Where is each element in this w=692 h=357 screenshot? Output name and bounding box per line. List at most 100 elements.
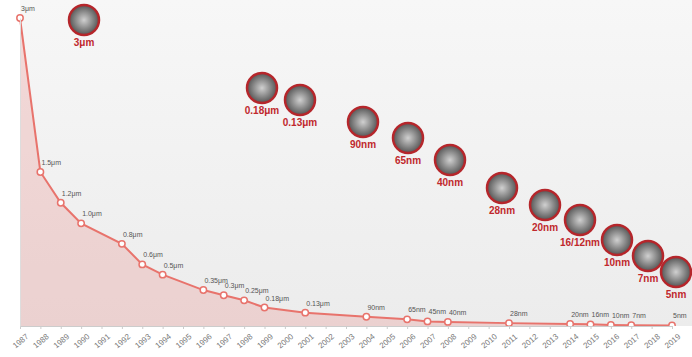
- x-tick: 2011: [500, 326, 519, 350]
- x-tick-label: 2008: [439, 332, 459, 351]
- x-tick-mark: [142, 326, 143, 329]
- data-point: [587, 321, 593, 326]
- annotation-picture: [633, 241, 663, 271]
- annotation: 7nm: [633, 241, 663, 284]
- x-tick-mark: [40, 326, 41, 329]
- x-tick-mark: [529, 326, 530, 329]
- annotation: 10nm: [602, 225, 632, 268]
- annotation: 0.13μm: [283, 85, 318, 128]
- x-tick: 2018: [643, 326, 663, 350]
- x-tick: 1987: [11, 326, 31, 350]
- annotation-picture: [348, 107, 378, 137]
- data-label: 40nm: [449, 309, 467, 316]
- x-tick: 2000: [276, 326, 296, 350]
- x-tick-label: 2006: [398, 332, 418, 351]
- x-tick-label: 2009: [459, 332, 479, 351]
- x-tick-label: 2001: [296, 332, 316, 351]
- data-label: 65nm: [408, 306, 426, 313]
- x-tick-mark: [509, 326, 510, 329]
- x-tick-label: 2002: [317, 332, 337, 351]
- annotation: 65nm: [393, 123, 423, 166]
- x-tick: 2006: [398, 326, 418, 350]
- annotation-picture: [285, 85, 315, 115]
- line: [20, 18, 672, 325]
- data-point: [159, 271, 165, 277]
- data-point: [363, 314, 369, 320]
- x-tick-label: 1988: [31, 332, 51, 351]
- data-point: [139, 261, 145, 267]
- data-label: 16nm: [592, 311, 610, 318]
- x-tick: 2015: [581, 326, 601, 350]
- line-area: [20, 18, 672, 326]
- x-tick-mark: [183, 326, 184, 329]
- x-tick: 2009: [459, 326, 479, 350]
- x-tick-label: 2003: [337, 332, 357, 351]
- data-label: 1.0μm: [82, 210, 102, 218]
- data-label: 7nm: [632, 312, 646, 319]
- data-point: [200, 287, 206, 293]
- annotation: 20nm: [530, 190, 560, 233]
- x-tick-label: 2000: [276, 332, 296, 351]
- x-tick-mark: [611, 326, 612, 329]
- x-tick: 2003: [337, 326, 357, 350]
- x-tick-label: 2011: [500, 332, 519, 350]
- x-tick-mark: [102, 326, 103, 329]
- x-tick: 2007: [418, 326, 438, 350]
- annotation-picture: [487, 173, 517, 203]
- data-point: [567, 321, 573, 326]
- annotation-label: 16/12nm: [560, 237, 600, 248]
- x-tick: 2010: [480, 326, 500, 350]
- x-tick: 2002: [317, 326, 337, 350]
- data-point: [445, 319, 451, 325]
- data-label: 1.5μm: [41, 159, 61, 167]
- data-label: 0.13μm: [306, 300, 330, 308]
- x-tick-label: 1999: [255, 332, 275, 351]
- x-tick-label: 1989: [52, 332, 72, 351]
- x-tick: 2001: [296, 326, 316, 350]
- data-label: 0.18μm: [266, 295, 290, 303]
- annotation-label: 65nm: [395, 155, 421, 166]
- annotation-label: 10nm: [604, 257, 630, 268]
- x-tick-mark: [366, 326, 367, 329]
- data-point: [608, 322, 614, 326]
- annotation-picture: [69, 5, 99, 35]
- annotation-label: 7nm: [638, 273, 659, 284]
- x-tick: 1992: [113, 326, 133, 350]
- annotation-picture: [602, 225, 632, 255]
- x-tick-label: 2004: [357, 332, 377, 351]
- x-tick-mark: [305, 326, 306, 329]
- x-tick-mark: [489, 326, 490, 329]
- x-axis: 1987198819891990199119921993199419951996…: [11, 326, 683, 350]
- x-tick-label: 1990: [72, 332, 92, 351]
- x-tick-label: 2010: [480, 332, 500, 351]
- x-tick-mark: [163, 326, 164, 329]
- annotation-label: 20nm: [532, 222, 558, 233]
- x-tick-mark: [591, 326, 592, 329]
- annotation-picture: [247, 73, 277, 103]
- data-point: [37, 169, 43, 175]
- x-tick-label: 1991: [92, 332, 112, 351]
- annotation-label: 28nm: [489, 205, 515, 216]
- x-tick: 2008: [439, 326, 459, 350]
- annotation-picture: [393, 123, 423, 153]
- x-tick: 1988: [31, 326, 51, 350]
- annotation-label: 3μm: [74, 37, 95, 48]
- data-label: 45nm: [429, 308, 447, 315]
- x-tick: 2012: [520, 326, 540, 350]
- x-tick-label: 1987: [11, 332, 31, 351]
- data-point: [404, 316, 410, 322]
- x-tick: 1991: [92, 326, 112, 350]
- data-labels: 3μm1.5μm1.2μm1.0μm0.8μm0.6μm0.5μm0.35μm0…: [21, 5, 687, 319]
- x-tick-mark: [265, 326, 266, 329]
- data-point: [241, 297, 247, 303]
- x-tick-mark: [326, 326, 327, 329]
- annotation-label: 0.18μm: [245, 105, 280, 116]
- x-tick-mark: [387, 326, 388, 329]
- y-axis: [20, 19, 21, 327]
- data-label: 10nm: [612, 312, 630, 319]
- data-point: [302, 309, 308, 315]
- x-tick-mark: [122, 326, 123, 329]
- annotation: 90nm: [348, 107, 378, 150]
- annotation-picture: [530, 190, 560, 220]
- x-tick: 1998: [235, 326, 255, 350]
